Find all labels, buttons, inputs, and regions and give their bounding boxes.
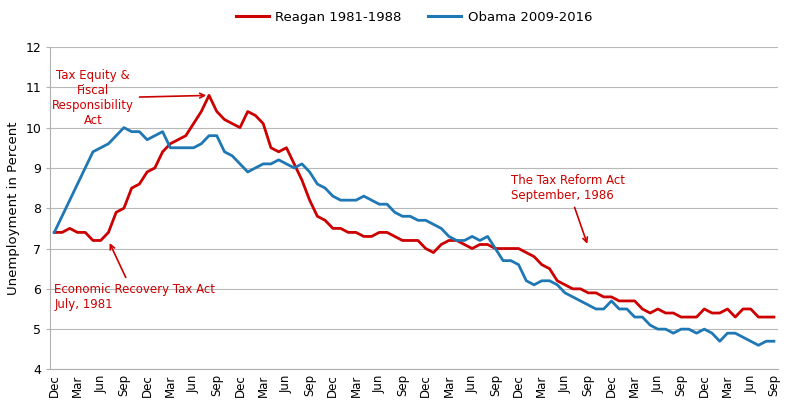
Y-axis label: Unemployment in Percent: Unemployment in Percent <box>7 122 20 295</box>
Text: Economic Recovery Tax Act
July, 1981: Economic Recovery Tax Act July, 1981 <box>54 245 215 311</box>
Text: Tax Equity &
Fiscal
Responsibility
Act: Tax Equity & Fiscal Responsibility Act <box>52 69 204 127</box>
Legend: Reagan 1981-1988, Obama 2009-2016: Reagan 1981-1988, Obama 2009-2016 <box>231 5 597 29</box>
Text: The Tax Reform Act
September, 1986: The Tax Reform Act September, 1986 <box>511 174 625 242</box>
